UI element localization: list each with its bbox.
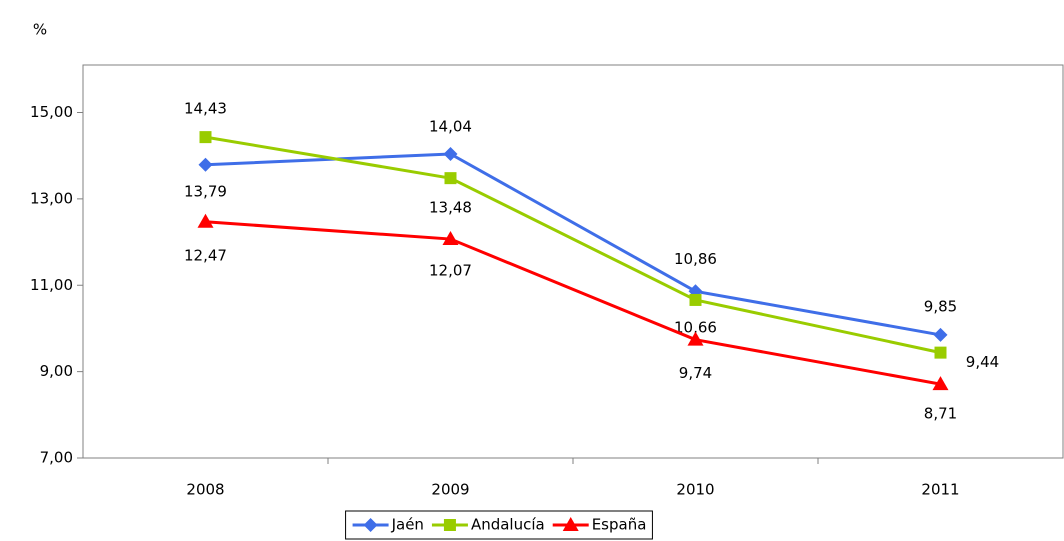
- legend: Jaén Andalucía España: [345, 510, 653, 540]
- marker: [199, 131, 212, 144]
- marker: [443, 519, 456, 531]
- marker: [197, 213, 214, 228]
- marker: [934, 346, 947, 359]
- y-axis-label: %: [33, 21, 47, 39]
- x-tick-label: 2011: [921, 481, 959, 499]
- x-tick-label: 2009: [431, 481, 469, 499]
- x-tick-label: 2008: [186, 481, 224, 499]
- series-line: [205, 152, 941, 337]
- y-tick-label: 11,00: [30, 276, 73, 294]
- data-label: 8,71: [924, 405, 957, 423]
- x-tick-label: 2010: [676, 481, 714, 499]
- legend-box: [345, 510, 653, 540]
- legend-label: Andalucía: [471, 516, 545, 534]
- data-label: 13,79: [184, 182, 227, 200]
- y-tick-label: 7,00: [40, 449, 73, 467]
- marker: [689, 293, 702, 306]
- data-label: 10,66: [674, 318, 717, 336]
- legend-label: España: [592, 516, 647, 534]
- data-label: 14,43: [184, 100, 227, 118]
- data-label: 13,48: [429, 199, 472, 217]
- marker: [198, 157, 213, 172]
- y-tick-label: 9,00: [40, 362, 73, 380]
- marker: [363, 518, 378, 532]
- series-line: [205, 135, 941, 355]
- y-tick-label: 13,00: [30, 189, 73, 207]
- data-label: 14,04: [429, 117, 472, 135]
- data-label: 9,74: [679, 364, 712, 382]
- y-tick-label: 15,00: [30, 103, 73, 121]
- data-label: 9,85: [924, 297, 957, 315]
- data-label: 12,47: [184, 246, 227, 264]
- legend-label: Jaén: [391, 516, 424, 534]
- marker: [933, 327, 948, 342]
- marker: [442, 231, 459, 246]
- series-line: [205, 220, 941, 386]
- data-label: 12,07: [429, 262, 472, 280]
- data-label: 9,44: [966, 353, 999, 371]
- plot-frame: [82, 64, 1064, 459]
- marker: [562, 517, 579, 531]
- marker: [443, 146, 458, 161]
- marker: [932, 376, 949, 391]
- data-label: 10,86: [674, 250, 717, 268]
- marker: [444, 172, 457, 185]
- marker: [687, 331, 704, 346]
